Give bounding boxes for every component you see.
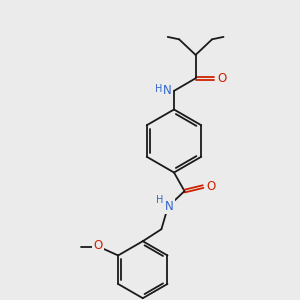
Text: H: H <box>156 195 163 205</box>
Text: N: N <box>165 200 174 213</box>
Text: O: O <box>217 72 226 85</box>
Text: O: O <box>93 239 103 252</box>
Text: N: N <box>163 84 172 97</box>
Text: H: H <box>155 84 162 94</box>
Text: O: O <box>206 180 215 193</box>
